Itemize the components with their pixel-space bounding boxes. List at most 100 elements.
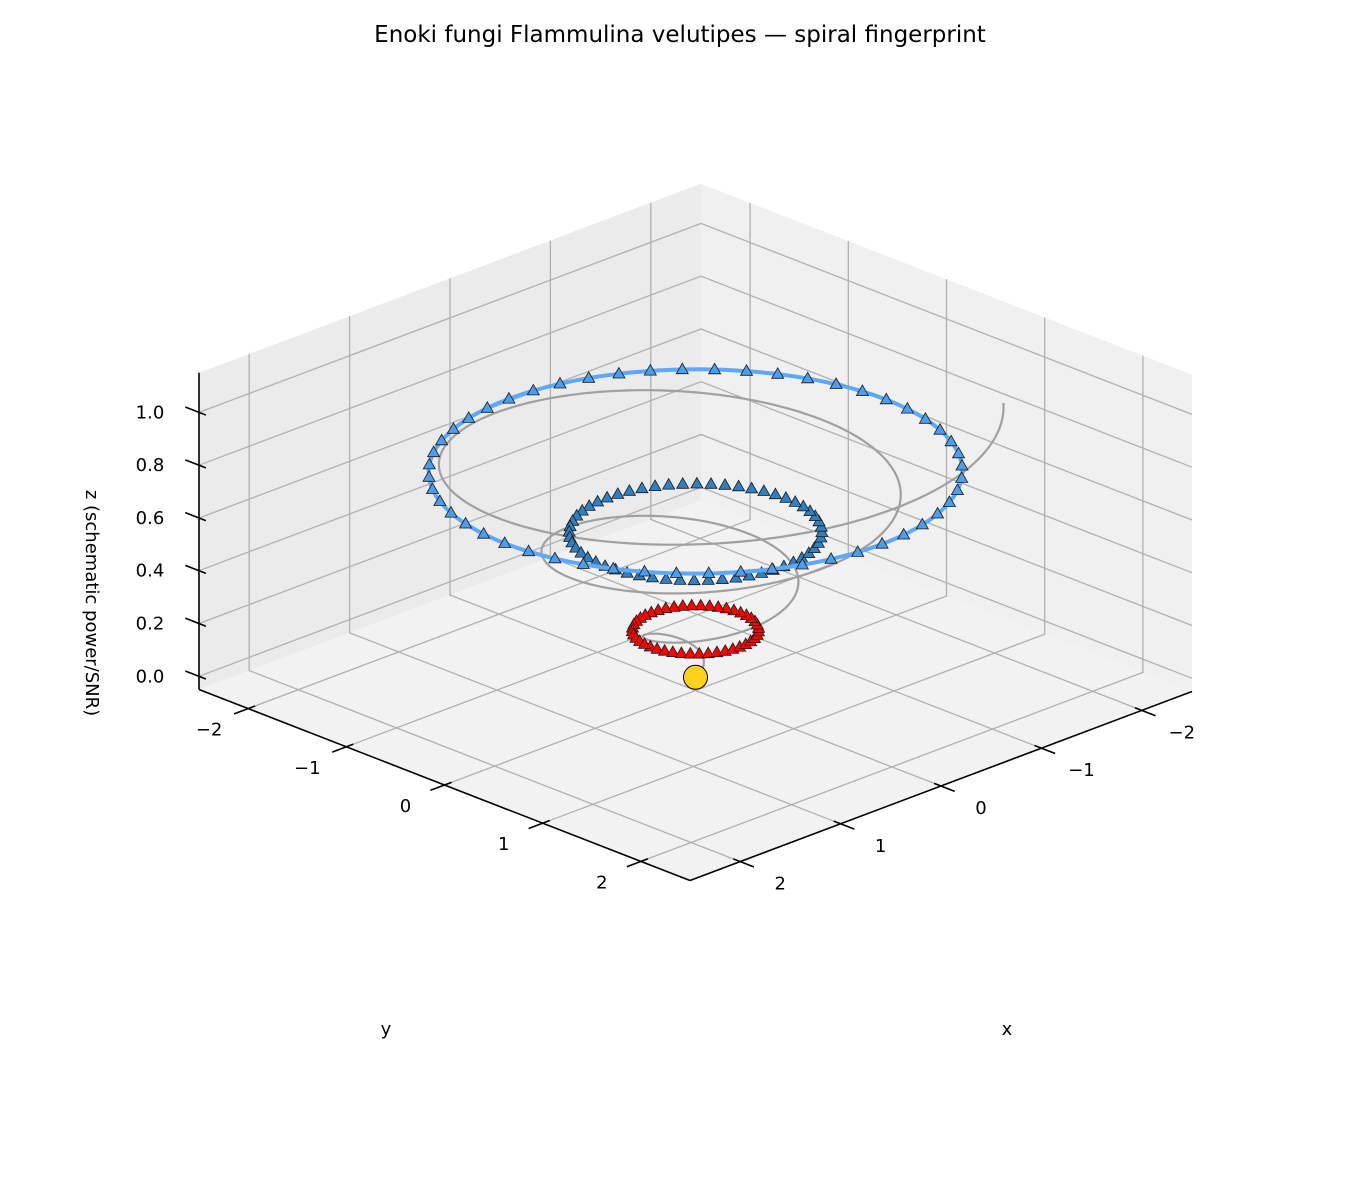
ring-marker — [657, 643, 672, 656]
ring-marker — [915, 517, 929, 530]
ring-marker — [685, 598, 699, 611]
ring-marker — [944, 434, 958, 447]
ring-marker — [942, 495, 957, 507]
ring-marker — [648, 479, 662, 492]
ring-marker — [446, 421, 461, 434]
y-tick-label: 1 — [498, 834, 509, 855]
ring-marker — [582, 370, 596, 383]
ring-marker — [683, 646, 697, 659]
grid-line-y — [640, 355, 1144, 863]
y-tick-label: 2 — [596, 872, 607, 893]
z-tick-label: 0.8 — [136, 455, 165, 476]
ring-marker — [897, 527, 911, 540]
ring-marker — [718, 477, 732, 490]
ring-marker — [731, 479, 746, 492]
ring-marker — [715, 572, 729, 584]
ring-marker — [643, 363, 657, 376]
ring-marker — [422, 469, 436, 482]
grid-line-x — [348, 316, 841, 825]
ring-marker — [744, 481, 759, 494]
ring-marker — [951, 446, 966, 459]
y-tick-mark — [331, 743, 354, 753]
ring-marker — [687, 573, 701, 586]
ring-marker — [801, 371, 815, 384]
ring-marker — [879, 392, 893, 405]
z-tick-mark — [184, 564, 207, 575]
ring-marker — [444, 505, 458, 518]
grid-line-z — [198, 275, 1193, 468]
ring-marker — [659, 572, 673, 584]
ring-marker — [694, 598, 708, 611]
y-tick-label: −1 — [294, 758, 321, 779]
ring-marker — [950, 483, 965, 496]
ring-marker — [768, 487, 783, 500]
ring-marker — [425, 482, 440, 494]
ring-marker — [765, 561, 779, 574]
ring-marker — [955, 458, 969, 471]
ring-marker — [659, 601, 673, 614]
x-tick-mark — [1134, 706, 1156, 717]
ring-marker — [422, 457, 436, 470]
ring-marker — [574, 545, 588, 558]
ring-marker — [458, 516, 473, 529]
x-tick-label: 0 — [975, 798, 986, 819]
ring-marker — [612, 366, 626, 379]
ring-marker — [502, 391, 516, 404]
ring-marker — [433, 494, 447, 506]
ring-marker — [674, 646, 689, 658]
ring-marker — [676, 476, 690, 489]
ring-marker — [779, 490, 793, 503]
y-tick-mark — [528, 819, 551, 830]
axis-panes — [199, 183, 1192, 881]
ring-marker — [729, 570, 743, 583]
ring-marker — [576, 557, 590, 569]
ring-marker — [701, 646, 715, 659]
grid-line-y — [247, 202, 751, 710]
ring-marker — [569, 540, 583, 553]
ring-marker — [651, 603, 665, 615]
ring-marker — [622, 483, 637, 496]
ring-marker — [650, 641, 664, 654]
grid-line-z — [198, 433, 1193, 627]
grid-line-z — [198, 222, 1193, 416]
ring-marker — [795, 557, 809, 570]
data-marks — [422, 362, 1005, 690]
ring-marker — [669, 566, 684, 578]
ring-marker — [824, 551, 838, 564]
z-tick-mark — [184, 459, 207, 469]
ring-marker — [590, 494, 605, 507]
ring-marker — [434, 433, 449, 446]
x-tick-label: 2 — [774, 874, 785, 895]
ring-marker — [521, 544, 536, 557]
ring-marker — [553, 376, 567, 389]
ring-marker — [600, 490, 614, 503]
grid-line-x — [650, 202, 1143, 712]
ring-marker — [462, 411, 476, 423]
ring-marker — [955, 471, 969, 483]
z-tick-label: 1.0 — [136, 402, 165, 423]
tick-labels: −2 −1 0 1 2 −2 −1 0 1 2 0.0 0.2 0.4 0.6 0.8 1.0 — [136, 402, 1195, 894]
x-tick-label: 1 — [875, 836, 886, 857]
ring-marker — [662, 477, 676, 490]
ring-marker — [771, 366, 785, 379]
ring-marker — [667, 599, 681, 612]
grid-line-x — [248, 353, 741, 863]
z-tick-mark — [184, 617, 207, 627]
ring-marker — [704, 476, 718, 489]
ring-marker — [480, 400, 494, 413]
y-axis-label: y — [381, 1019, 392, 1040]
ring-marker — [690, 476, 704, 489]
ring-marker — [675, 362, 689, 375]
y-tick-mark — [626, 858, 649, 868]
ring-marker — [930, 506, 945, 519]
x-tick-mark — [933, 782, 956, 793]
x-tick-mark — [733, 858, 755, 868]
ring-marker — [582, 499, 596, 511]
grid-line-y — [444, 279, 948, 786]
ring-marker — [933, 422, 947, 435]
y-tick-label: 0 — [400, 796, 411, 817]
ring-marker — [666, 645, 680, 657]
ring-marker — [702, 599, 717, 611]
ring-marker — [851, 545, 865, 557]
grid-line-z — [198, 328, 1193, 521]
